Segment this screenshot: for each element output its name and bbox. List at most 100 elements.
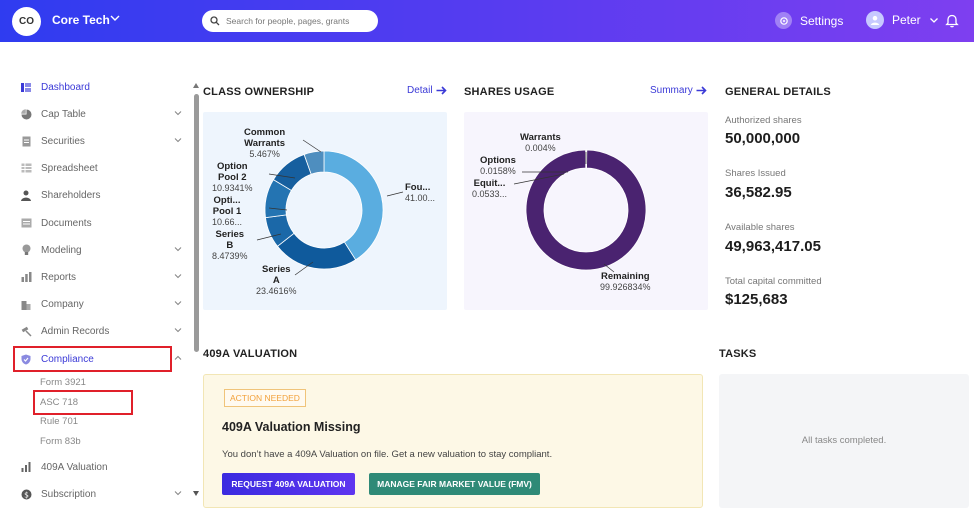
chart-label-name: Options bbox=[480, 155, 516, 166]
sidebar-item-spreadsheet[interactable]: Spreadsheet bbox=[20, 157, 186, 179]
org-name[interactable]: Core Tech bbox=[52, 13, 110, 27]
folder-icon bbox=[20, 217, 32, 229]
sidebar-scrollbar[interactable] bbox=[192, 82, 200, 502]
sidebar-item-documents[interactable]: Documents bbox=[20, 212, 186, 234]
sidebar-item-label: Cap Table bbox=[41, 108, 86, 120]
shares-usage-donut-chart[interactable] bbox=[464, 112, 708, 310]
sidebar-item-reports[interactable]: Reports bbox=[20, 266, 186, 288]
top-navigation-bar: CO Core Tech Settings Peter bbox=[0, 0, 974, 42]
org-avatar[interactable]: CO bbox=[12, 7, 41, 36]
authorized-shares-label: Authorized shares bbox=[725, 115, 802, 126]
spreadsheet-icon bbox=[20, 162, 32, 174]
user-menu[interactable]: Peter bbox=[866, 11, 939, 29]
chart-label-series-a: Series A 23.4616% bbox=[256, 264, 297, 296]
chart-label-remaining: Remaining 99.926834% bbox=[600, 271, 651, 293]
sidebar-subitem-asc-718[interactable]: ASC 718 bbox=[40, 397, 79, 408]
search-bar[interactable] bbox=[202, 10, 378, 32]
chevron-down-icon bbox=[174, 247, 182, 252]
chevron-down-icon bbox=[174, 491, 182, 496]
chart-label-pct: 10.66... bbox=[212, 217, 243, 227]
building-icon bbox=[20, 298, 32, 310]
highlight-box-asc-718 bbox=[33, 390, 133, 415]
sidebar-item-modeling[interactable]: Modeling bbox=[20, 239, 186, 261]
sidebar-subitem-rule-701[interactable]: Rule 701 bbox=[40, 416, 79, 427]
detail-link[interactable]: Detail bbox=[407, 85, 447, 96]
lightbulb-icon bbox=[20, 244, 32, 256]
leader-line bbox=[302, 139, 322, 153]
sidebar-item-label: Subscription bbox=[41, 488, 97, 500]
chevron-down-icon bbox=[174, 274, 182, 279]
sidebar-item-admin-records[interactable]: Admin Records bbox=[20, 320, 186, 342]
tasks-panel: All tasks completed. bbox=[719, 374, 969, 508]
class-ownership-donut-chart[interactable] bbox=[203, 112, 447, 310]
chart-label-pct: 23.4616% bbox=[256, 286, 297, 296]
chart-label-name: Warrants bbox=[520, 132, 561, 143]
sidebar-item-409a-valuation[interactable]: 409A Valuation bbox=[20, 456, 186, 478]
pie-chart-icon bbox=[20, 108, 32, 120]
total-capital-committed-value: $125,683 bbox=[725, 291, 788, 308]
scroll-up-arrow-icon[interactable] bbox=[192, 82, 200, 89]
sidebar-item-company[interactable]: Company bbox=[20, 293, 186, 315]
valuation-alert-title: 409A Valuation Missing bbox=[222, 420, 361, 434]
donut-slice-remaining[interactable] bbox=[525, 149, 647, 271]
valuation-alert-card: ACTION NEEDED 409A Valuation Missing You… bbox=[203, 374, 703, 508]
shares-usage-title: SHARES USAGE bbox=[464, 86, 555, 98]
sidebar-subitem-form-83b[interactable]: Form 83b bbox=[40, 436, 81, 447]
leader-line bbox=[268, 173, 296, 179]
available-shares-label: Available shares bbox=[725, 222, 795, 233]
sidebar-item-compliance[interactable]: Compliance bbox=[20, 348, 186, 370]
chart-label-pct: 41.00... bbox=[405, 193, 436, 203]
scroll-down-arrow-icon[interactable] bbox=[192, 490, 200, 497]
request-409a-valuation-button[interactable]: REQUEST 409A VALUATION bbox=[222, 473, 355, 495]
chart-label-name: Remaining bbox=[600, 271, 650, 282]
chevron-down-icon bbox=[174, 111, 182, 116]
sidebar-item-securities[interactable]: Securities bbox=[20, 130, 186, 152]
chart-label-name: Fou... bbox=[405, 182, 431, 193]
action-needed-badge: ACTION NEEDED bbox=[224, 389, 306, 407]
leader-line bbox=[386, 191, 404, 197]
bell-icon[interactable] bbox=[945, 13, 959, 28]
dollar-icon: $ bbox=[20, 488, 32, 500]
summary-link[interactable]: Summary bbox=[650, 85, 707, 96]
shares-usage-panel bbox=[464, 112, 708, 310]
chart-icon bbox=[20, 461, 32, 473]
scroll-thumb[interactable] bbox=[194, 94, 199, 352]
search-input[interactable] bbox=[226, 16, 366, 26]
chart-label-pct: 0.0158% bbox=[480, 166, 516, 176]
sidebar-item-subscription[interactable]: $ Subscription bbox=[20, 483, 186, 505]
sidebar-item-cap-table[interactable]: Cap Table bbox=[20, 103, 186, 125]
gavel-icon bbox=[20, 325, 32, 337]
settings-button[interactable]: Settings bbox=[775, 12, 843, 29]
chevron-down-icon bbox=[174, 138, 182, 143]
chart-label-option-pool-1: Opti... Pool 1 10.66... bbox=[212, 195, 243, 227]
chart-label-options: Options 0.0158% bbox=[480, 155, 516, 177]
authorized-shares-value: 50,000,000 bbox=[725, 130, 801, 147]
general-details-title: GENERAL DETAILS bbox=[725, 86, 831, 98]
class-ownership-title: CLASS OWNERSHIP bbox=[203, 86, 315, 98]
user-avatar-icon bbox=[866, 11, 884, 29]
sidebar-item-label: Admin Records bbox=[41, 325, 110, 337]
chevron-down-icon[interactable] bbox=[109, 12, 121, 24]
available-shares-value: 49,963,417.05 bbox=[725, 238, 821, 255]
sidebar-item-label: Company bbox=[41, 298, 84, 310]
leader-line bbox=[256, 233, 282, 241]
donut-slice-fou-[interactable] bbox=[323, 150, 384, 261]
sidebar-item-dashboard[interactable]: Dashboard bbox=[20, 76, 186, 98]
donut-slice-common-warrants[interactable] bbox=[303, 150, 325, 175]
chart-label-pct: 8.4739% bbox=[212, 251, 248, 261]
chart-label-option-pool-2: Option Pool 2 10.9341% bbox=[212, 161, 253, 193]
leader-line bbox=[603, 263, 615, 273]
shares-issued-value: 36,582.95 bbox=[725, 184, 792, 201]
svg-text:$: $ bbox=[24, 490, 29, 499]
detail-link-label: Detail bbox=[407, 85, 433, 96]
search-icon bbox=[210, 16, 220, 26]
chart-label-series-b: Series B 8.4739% bbox=[212, 229, 248, 261]
summary-link-label: Summary bbox=[650, 85, 693, 96]
total-capital-committed-label: Total capital committed bbox=[725, 276, 822, 287]
sidebar-item-label: Modeling bbox=[41, 244, 82, 256]
chevron-down-icon bbox=[174, 328, 182, 333]
manage-fmv-button[interactable]: MANAGE FAIR MARKET VALUE (FMV) bbox=[369, 473, 540, 495]
sidebar-item-shareholders[interactable]: Shareholders bbox=[20, 184, 186, 206]
sidebar-subitem-form-3921[interactable]: Form 3921 bbox=[40, 377, 86, 388]
leader-line bbox=[294, 261, 314, 276]
